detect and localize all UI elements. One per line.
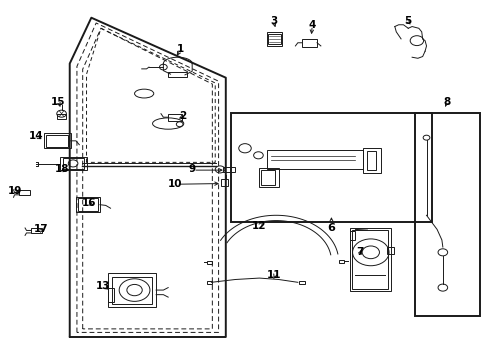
Text: 6: 6 [327, 223, 335, 233]
Bar [387, 247, 394, 254]
Bar [19, 190, 30, 195]
Text: 12: 12 [252, 221, 267, 231]
Text: 1: 1 [176, 45, 184, 54]
Bar [46, 135, 68, 147]
Bar [267, 150, 363, 170]
Bar [207, 281, 212, 284]
Text: 2: 2 [179, 112, 186, 121]
Bar [57, 114, 66, 119]
Bar [363, 148, 381, 173]
Bar [223, 167, 235, 172]
Bar [60, 157, 87, 170]
Bar [44, 134, 71, 148]
Text: 13: 13 [96, 281, 111, 291]
Bar [339, 260, 344, 263]
Bar [261, 171, 275, 185]
Bar [108, 274, 156, 307]
Bar [78, 198, 98, 211]
Text: 14: 14 [29, 131, 44, 141]
Bar [350, 231, 355, 240]
Text: 10: 10 [168, 179, 183, 189]
Bar [221, 179, 228, 186]
Text: 5: 5 [405, 16, 412, 26]
Bar [352, 230, 388, 289]
Bar [268, 33, 281, 44]
Bar [231, 113, 432, 222]
Bar [108, 288, 114, 302]
Bar [76, 197, 100, 212]
Bar [299, 281, 305, 284]
Bar [168, 72, 187, 77]
Text: 16: 16 [82, 198, 96, 208]
Bar [368, 151, 376, 170]
Text: 18: 18 [55, 165, 70, 174]
Bar [63, 158, 84, 169]
Text: 8: 8 [443, 98, 450, 107]
Bar [267, 32, 282, 46]
Bar [168, 114, 182, 121]
Bar [259, 168, 279, 187]
Bar [416, 113, 480, 316]
Text: 7: 7 [357, 247, 364, 257]
Bar [207, 261, 212, 264]
Text: 11: 11 [267, 270, 281, 280]
Bar [350, 228, 391, 291]
Bar [31, 228, 42, 233]
Text: 4: 4 [309, 20, 316, 30]
Text: 3: 3 [270, 16, 277, 26]
Bar [302, 39, 317, 47]
Text: 17: 17 [34, 224, 48, 234]
Bar [112, 277, 152, 304]
Text: 9: 9 [189, 165, 196, 174]
Text: 19: 19 [7, 186, 22, 195]
Text: 15: 15 [50, 98, 65, 107]
